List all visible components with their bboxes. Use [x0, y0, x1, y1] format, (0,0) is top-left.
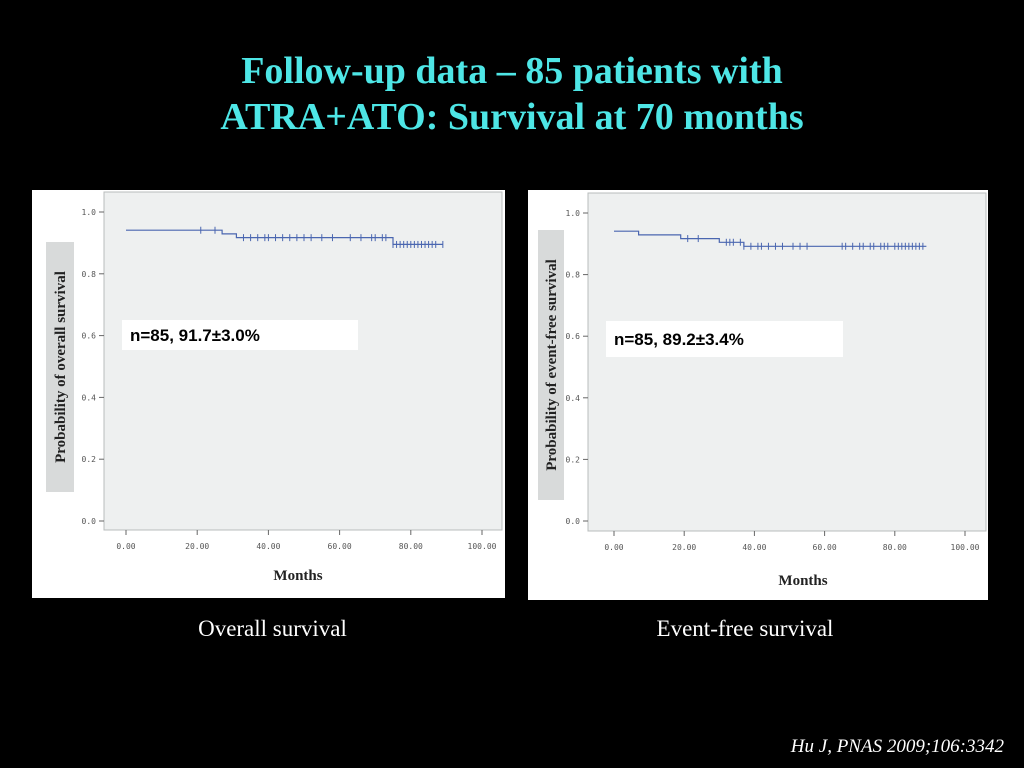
annotation-box: [122, 320, 358, 350]
x-tick-label: 0.00: [604, 543, 623, 552]
x-tick-label: 100.00: [951, 543, 980, 552]
x-tick-label: 60.00: [813, 543, 837, 552]
event-free-survival-caption: Event-free survival: [656, 616, 834, 641]
event-free-survival-plot: Probability of event-free survival 0.0 0.2…: [538, 192, 987, 589]
y-tick-label: 0.6: [82, 332, 97, 341]
plot-area: [103, 191, 503, 531]
y-tick-label: 1.0: [566, 209, 581, 218]
x-tick-label: 100.00: [468, 542, 497, 551]
x-axis-label: Months: [778, 573, 827, 589]
y-axis-label: Probability of overall survival: [53, 271, 69, 463]
x-tick-label: 0.00: [116, 542, 135, 551]
slide-title-line-2: ATRA+ATO: Survival at 70 months: [220, 96, 804, 138]
overall-survival-caption: Overall survival: [198, 616, 347, 641]
y-tick-label: 0.2: [82, 455, 97, 464]
slide-title-line-1: Follow-up data – 85 patients with: [241, 50, 783, 92]
y-tick-label: 0.0: [566, 517, 581, 526]
overall-survival-chart: Probability of overall survival 0.0 0.2 0.4…: [32, 190, 505, 598]
x-axis-label: Months: [273, 568, 322, 584]
y-tick-label: 0.6: [566, 332, 581, 341]
survival-estimate-annotation: n=85, 91.7±3.0%: [130, 326, 260, 345]
x-tick-label: 80.00: [883, 543, 907, 552]
y-tick-label: 0.2: [566, 455, 581, 464]
survival-estimate-annotation: n=85, 89.2±3.4%: [614, 330, 744, 349]
x-tick-label: 80.00: [399, 542, 423, 551]
y-axis-label-box: [46, 242, 74, 492]
y-tick-label: 1.0: [82, 208, 97, 217]
annotation-box: [606, 321, 843, 357]
x-tick-label: 60.00: [328, 542, 352, 551]
x-tick-label: 40.00: [256, 542, 280, 551]
x-tick-label: 40.00: [742, 543, 766, 552]
x-tick-label: 20.00: [672, 543, 696, 552]
y-axis-label-box: [538, 230, 564, 500]
x-tick-label: 20.00: [185, 542, 209, 551]
overall-survival-plot: Probability of overall survival 0.0 0.2 0.4…: [46, 191, 503, 584]
y-tick-label: 0.8: [566, 271, 581, 280]
y-tick-label: 0.4: [82, 393, 97, 402]
y-tick-label: 0.8: [82, 270, 97, 279]
slide-title: Follow-up data – 85 patients with ATRA+A…: [0, 48, 1024, 140]
y-tick-label: 0.0: [82, 517, 97, 526]
citation: Hu J, PNAS 2009;106:3342: [790, 736, 1004, 757]
event-free-survival-chart: Probability of event-free survival 0.0 0.2…: [528, 190, 988, 600]
plot-area: [587, 192, 987, 532]
y-axis-label: Probability of event-free survival: [544, 259, 560, 471]
y-tick-label: 0.4: [566, 394, 581, 403]
